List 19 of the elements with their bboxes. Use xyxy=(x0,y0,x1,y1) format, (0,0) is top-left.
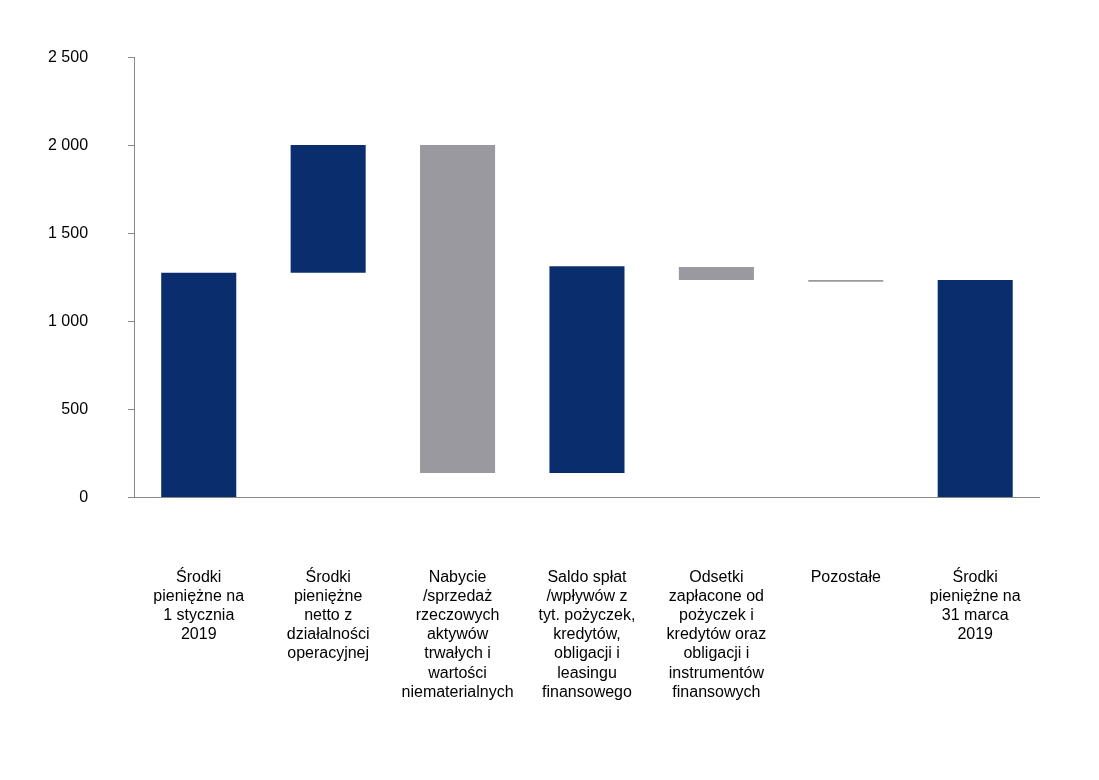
x-tick-label: Saldo spłat /wpływów z tyt. pożyczek, kredytów, obligacji i leasingu finansowego xyxy=(538,567,636,700)
y-tick-label: 2 500 xyxy=(47,48,89,66)
y-tick-label: 0 xyxy=(79,488,89,506)
x-tick-label: Środki pieniężne netto z działalności operacyjnej xyxy=(286,566,370,662)
x-tick-label: Odsetki zapłacone od pożyczek i kredytów oraz obligacji i instrumentów finansowych xyxy=(666,567,767,700)
bar xyxy=(420,145,496,473)
y-tick-label: 500 xyxy=(61,400,89,418)
x-tick-label: Środki pieniężne na 31 marca 2019 xyxy=(929,566,1021,643)
y-tick-label: 1 000 xyxy=(47,312,89,330)
x-tick-label: Pozostałe xyxy=(810,567,882,585)
bar xyxy=(290,145,366,273)
y-tick-label: 2 000 xyxy=(47,136,89,154)
x-tick-label: Nabycie /sprzedaż rzeczowych aktywów trwałych i wartości niematerialnych xyxy=(401,567,514,700)
y-tick-label: 1 500 xyxy=(47,224,89,242)
bar xyxy=(937,279,1013,498)
x-tick-label: Środki pieniężne na 1 stycznia 2019 xyxy=(153,566,245,643)
bar xyxy=(549,266,625,473)
bar xyxy=(161,272,237,498)
bar xyxy=(678,267,754,280)
